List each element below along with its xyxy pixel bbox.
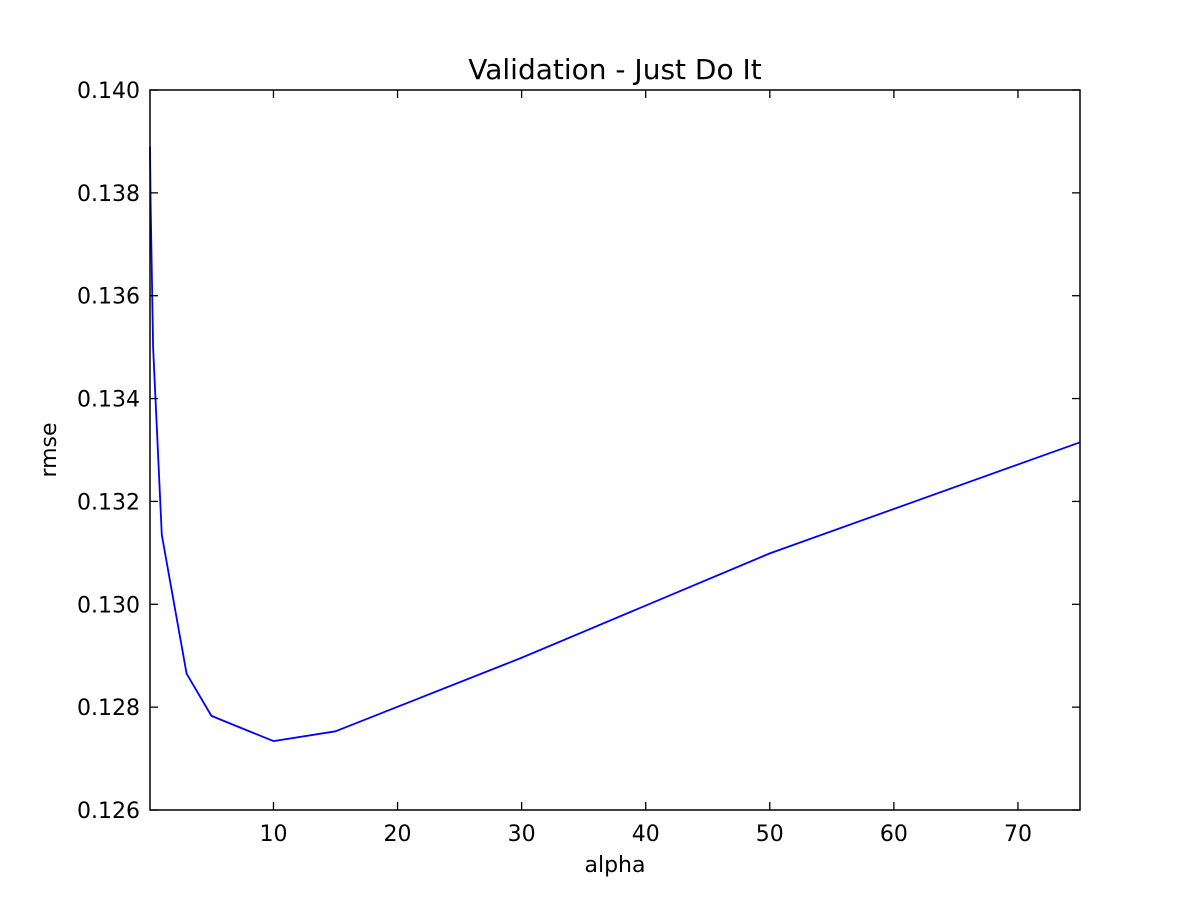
- ticks-layer: 10 20 30 40 50 60 70 0.126 0.128 0.130 0.132 0.134 0…: [77, 79, 1080, 847]
- plot-area-background: [150, 90, 1080, 810]
- x-tick-label: 10: [259, 822, 287, 847]
- chart-title: Validation - Just Do It: [468, 53, 761, 86]
- x-tick-label: 70: [1004, 822, 1032, 847]
- x-tick-label: 20: [384, 822, 412, 847]
- y-tick-label: 0.134: [77, 388, 140, 413]
- x-tick-label: 50: [756, 822, 784, 847]
- y-tick-label: 0.128: [77, 696, 140, 721]
- y-axis-label: rmse: [37, 422, 62, 477]
- series-line-0: [149, 146, 1081, 742]
- series-layer: [149, 146, 1081, 742]
- plot-frame: [149, 89, 1081, 811]
- y-tick-label: 0.140: [77, 79, 140, 104]
- y-tick-label: 0.138: [77, 182, 140, 207]
- x-axis-label: alpha: [585, 853, 646, 878]
- x-tick-label: 60: [880, 822, 908, 847]
- y-tick-label: 0.136: [77, 285, 140, 310]
- y-tick-label: 0.130: [77, 593, 140, 618]
- x-tick-label: 30: [508, 822, 536, 847]
- y-tick-label: 0.132: [77, 490, 140, 515]
- x-tick-label: 40: [632, 822, 660, 847]
- y-tick-label: 0.126: [77, 799, 140, 824]
